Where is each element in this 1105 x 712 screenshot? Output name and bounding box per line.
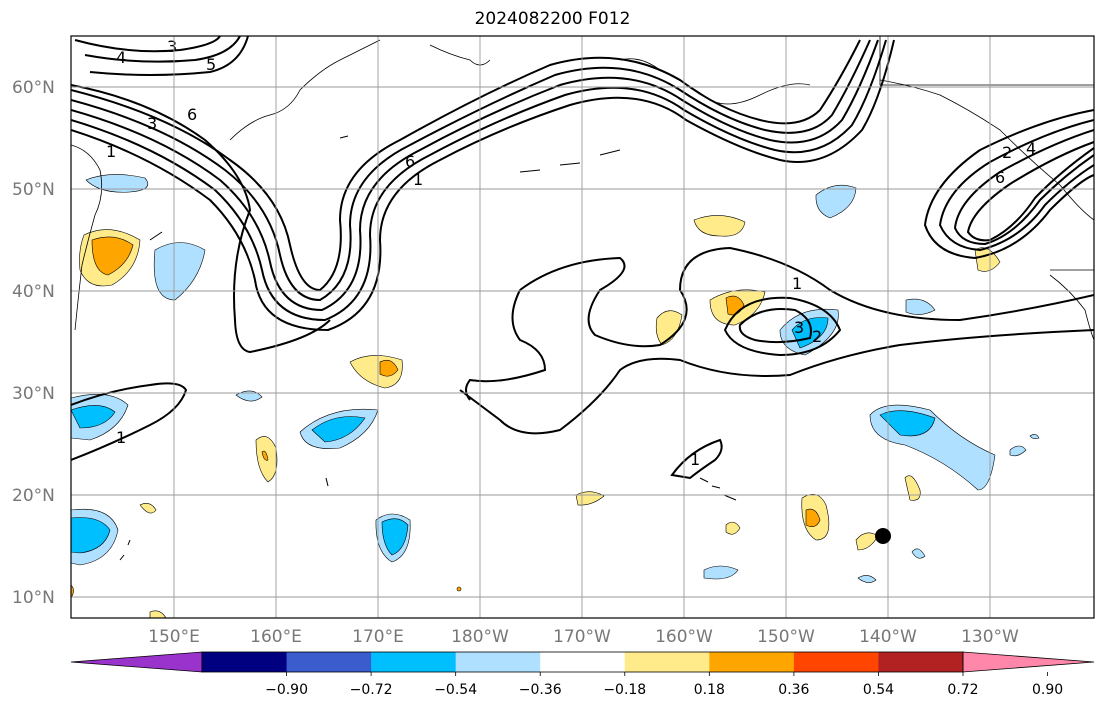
- longitude-labels: 150°E 160°E 170°E 180°W 170°W 160°W 150°…: [148, 627, 1019, 647]
- contour-label: 1: [792, 274, 802, 293]
- colorbar-tick-label: 0.54: [863, 682, 894, 698]
- storm-position-marker: [875, 528, 891, 544]
- map-title: 2024082200 F012: [474, 9, 631, 29]
- contour-label: 2: [812, 327, 822, 346]
- contour-lines: [71, 36, 1094, 480]
- contour-label: 6: [405, 152, 415, 171]
- contour-label: 4: [1026, 139, 1036, 158]
- contour-label: 3: [167, 37, 177, 56]
- lon-label: 150°E: [148, 627, 200, 647]
- colorbar-extend-high: [962, 651, 1095, 673]
- contour-label: 1: [116, 428, 126, 447]
- colorbar-tick-label: 0.18: [694, 682, 725, 698]
- lon-label: 170°W: [553, 627, 611, 647]
- gridlines: [71, 36, 1094, 618]
- colorbar-tick-label: 0.72: [947, 682, 978, 698]
- colorbar-segment: [709, 652, 795, 672]
- colorbar-segment: [878, 652, 964, 672]
- colorbar-tick-label: −0.54: [434, 682, 477, 698]
- lon-label: 160°E: [250, 627, 302, 647]
- colorbar-segment: [624, 652, 710, 672]
- contour-labels: 4 3 5 3 6 1 6 1 1 3 2 1 1 6 2 4: [106, 37, 1036, 469]
- positive-anomaly-areas: [71, 215, 1001, 618]
- lon-label: 140°W: [859, 627, 917, 647]
- lat-label: 60°N: [12, 78, 55, 98]
- contour-label: 3: [794, 318, 804, 337]
- islands: [119, 135, 737, 561]
- lon-label: 180°W: [451, 627, 509, 647]
- contour-label: 3: [147, 114, 157, 133]
- colorbar-border: [201, 651, 964, 673]
- lon-label: 130°W: [961, 627, 1019, 647]
- colorbar-tick-label: 0.90: [1032, 682, 1063, 698]
- lat-label: 20°N: [12, 486, 55, 506]
- lat-label: 30°N: [12, 384, 55, 404]
- colorbar-segment: [202, 652, 288, 672]
- map-border: [70, 35, 1095, 619]
- colorbar-tick-label: −0.72: [350, 682, 393, 698]
- contour-label: 6: [995, 168, 1005, 187]
- colorbar-segment: [793, 652, 879, 672]
- contour-label: 1: [690, 450, 700, 469]
- colorbar-segment: [371, 652, 457, 672]
- colorbar-segment: [540, 652, 626, 672]
- colorbar-tick-label: −0.36: [519, 682, 562, 698]
- colorbar-tick-label: −0.90: [265, 682, 308, 698]
- lon-label: 160°W: [655, 627, 713, 647]
- map-area: [71, 36, 1094, 618]
- lat-label: 50°N: [12, 180, 55, 200]
- contour-label: 6: [187, 105, 197, 124]
- contour-label: 4: [116, 48, 126, 67]
- contour-label: 1: [106, 142, 116, 161]
- lat-label: 10°N: [12, 588, 55, 608]
- colorbar-tick-label: −0.18: [603, 682, 646, 698]
- lat-label: 40°N: [12, 282, 55, 302]
- colorbar: −0.90 −0.72 −0.54 −0.36 −0.18 0.18 0.36 0.54 0.7…: [70, 651, 1095, 698]
- latitude-labels: 60°N 50°N 40°N 30°N 20°N 10°N: [12, 78, 55, 608]
- colorbar-segment: [455, 652, 541, 672]
- lon-label: 170°E: [352, 627, 404, 647]
- negative-anomaly-areas: [71, 174, 1040, 583]
- contour-label: 1: [413, 170, 423, 189]
- contour-label: 2: [1002, 143, 1012, 162]
- contour-label: 5: [206, 55, 216, 74]
- colorbar-segment: [286, 652, 372, 672]
- lon-label: 150°W: [757, 627, 815, 647]
- colorbar-extend-low: [70, 651, 203, 673]
- colorbar-tick-label: 0.36: [778, 682, 809, 698]
